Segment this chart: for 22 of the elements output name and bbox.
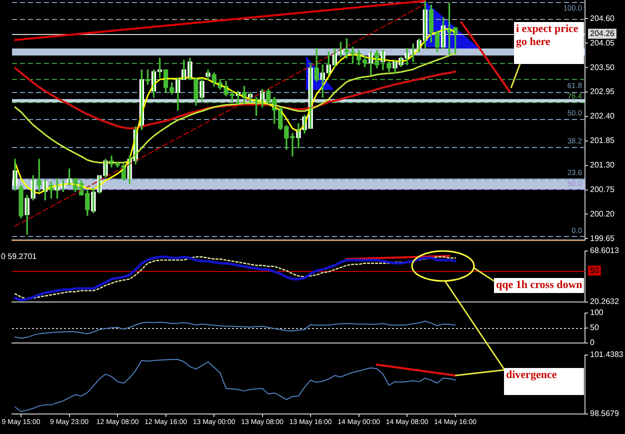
y-tick-label: 20.2632 — [590, 297, 620, 306]
y-tick-label: 0 — [590, 338, 595, 348]
y-tick-label: 202.40 — [590, 112, 616, 121]
y-tick-label: 201.85 — [590, 136, 616, 146]
y-tick-label: 98.5679 — [590, 409, 620, 418]
y-tick-label: 101.4383 — [590, 350, 624, 360]
annotation: qqe 1h cross down — [494, 278, 584, 293]
y-tick-label: 200.75 — [590, 184, 616, 194]
y-tick-label: 199.65 — [590, 234, 616, 243]
y-tick-label: 68.6013 — [590, 246, 620, 256]
chart-title: 0 59.2701 — [1, 252, 38, 262]
y-tick-label: 203.50 — [590, 62, 616, 72]
y-tick-label: 200.20 — [590, 209, 616, 218]
y-tick-label: 204.60 — [590, 14, 616, 23]
y-tick-label: 201.30 — [590, 160, 616, 170]
ref-line-label: 204.26 — [590, 28, 616, 38]
y-tick-label: 202.95 — [590, 87, 616, 96]
annotation: divergence — [504, 368, 584, 395]
y-tick-label: 100 — [590, 308, 604, 318]
y-tick-label: 204.05 — [590, 38, 616, 48]
y-tick-label: 50 — [590, 323, 600, 332]
annotation: i expect price go here — [514, 22, 584, 64]
